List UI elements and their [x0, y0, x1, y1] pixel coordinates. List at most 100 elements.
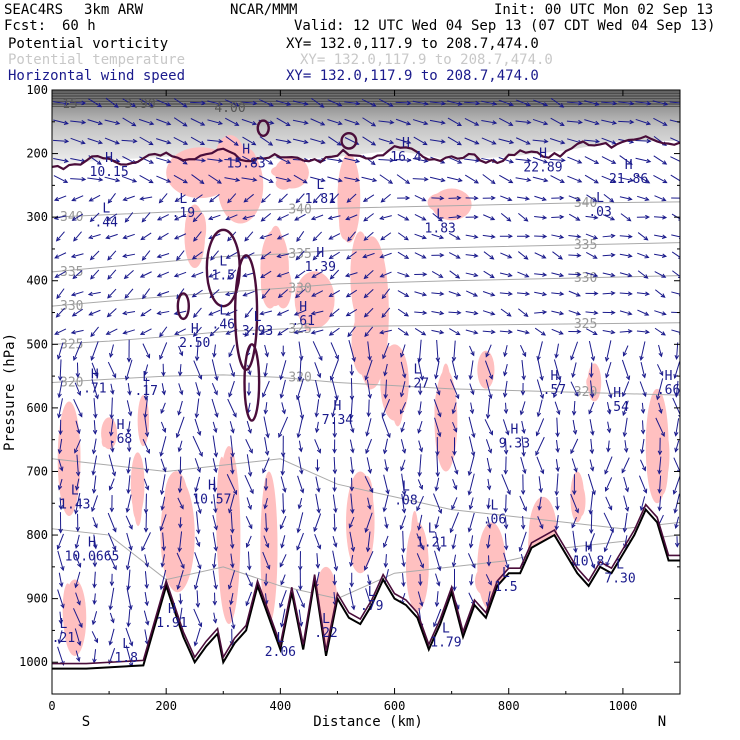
wind-vector [159, 342, 168, 360]
wind-vector [311, 310, 324, 315]
wind-vector [622, 381, 630, 397]
wind-vector [364, 326, 374, 337]
wind-arrowhead [645, 179, 651, 184]
wind-vector [296, 378, 304, 400]
wind-vector [124, 288, 134, 299]
wind-vector [161, 474, 166, 495]
wind-vector [260, 233, 272, 239]
pv-shade-blob [101, 436, 108, 448]
wind-vector [465, 329, 478, 334]
low-marker: L [616, 558, 624, 573]
wind-arrowhead [380, 235, 386, 241]
wind-arrowhead [518, 546, 523, 553]
wind-arrowhead [674, 392, 679, 398]
wind-arrowhead [149, 120, 155, 126]
wind-arrowhead [577, 119, 583, 125]
wind-arrowhead [280, 351, 286, 357]
wind-vector [58, 478, 63, 490]
header-project: SEAC4RS [4, 2, 64, 18]
wind-vector [229, 363, 235, 377]
wind-vector [327, 99, 342, 107]
wind-arrowhead [507, 272, 513, 278]
wind-arrowhead [279, 603, 284, 609]
wind-arrowhead [467, 527, 473, 533]
pv-shade-blob [310, 277, 324, 318]
wind-vector [570, 381, 579, 397]
wind-vector [418, 514, 423, 530]
wind-arrowhead [490, 311, 496, 316]
wind-vector [127, 475, 131, 494]
wind-vector [279, 590, 287, 608]
wind-vector [499, 330, 512, 333]
wind-arrowhead [144, 485, 150, 491]
wind-vector [344, 177, 360, 181]
wind-vector [93, 534, 97, 549]
pv-shade-blob [475, 567, 494, 595]
wind-vector [159, 326, 168, 337]
wind-vector [90, 212, 100, 222]
wind-vector [298, 440, 302, 452]
pv-shade-blob [386, 386, 405, 414]
wind-vector [225, 136, 239, 146]
wind-arrowhead [196, 529, 201, 535]
wind-arrowhead [404, 254, 410, 259]
wind-vector [144, 398, 148, 418]
wind-vector [344, 157, 360, 163]
wind-arrowhead [417, 471, 422, 477]
header-init: Init: 00 UTC Mon 02 Sep 13 [494, 2, 714, 18]
wind-arrowhead [350, 509, 355, 515]
wind-arrowhead [539, 375, 544, 382]
wind-arrowhead [490, 292, 496, 297]
wind-arrowhead [192, 217, 198, 223]
wind-arrowhead [265, 433, 270, 439]
wind-arrowhead [175, 433, 181, 439]
wind-arrowhead [351, 605, 356, 611]
wind-vector [553, 380, 562, 398]
wind-arrowhead [594, 120, 600, 126]
wind-arrowhead [589, 529, 594, 535]
wind-arrowhead [639, 506, 645, 512]
wind-arrowhead [193, 313, 198, 318]
wind-arrowhead [405, 195, 411, 201]
wind-arrowhead [162, 467, 167, 473]
wind-vector [620, 213, 631, 222]
wind-vector [669, 101, 680, 104]
wind-vector [624, 440, 628, 452]
wind-vector [605, 477, 613, 492]
low-value-label: .19 [172, 206, 195, 221]
wind-arrowhead [232, 490, 238, 496]
wind-vector [104, 137, 120, 145]
wind-arrowhead [346, 198, 352, 203]
wind-arrowhead [660, 293, 666, 298]
wind-arrowhead [542, 215, 548, 220]
wind-vector [211, 398, 218, 417]
wind-arrowhead [362, 197, 368, 202]
wind-vector [109, 587, 115, 610]
wind-arrowhead [678, 255, 680, 259]
wind-arrowhead [419, 563, 425, 569]
wind-arrowhead [297, 504, 303, 510]
wind-vector [294, 329, 307, 334]
wind-vector [74, 439, 82, 453]
theta-contour [52, 458, 680, 530]
wind-vector [349, 516, 355, 528]
wind-vector [555, 515, 559, 530]
wind-vector [637, 309, 649, 316]
pv-contour [176, 292, 190, 321]
wind-vector [93, 649, 97, 663]
wind-vector [209, 271, 221, 278]
wind-arrowhead [681, 121, 685, 125]
wind-vector [91, 631, 98, 643]
wind-arrowhead [208, 273, 214, 278]
wind-arrowhead [285, 159, 291, 164]
wind-vector [383, 474, 389, 494]
wind-vector [431, 270, 443, 278]
wind-vector [397, 271, 409, 277]
wind-vector [57, 342, 64, 359]
wind-arrowhead [90, 274, 95, 280]
wind-arrowhead [467, 490, 472, 496]
wind-arrowhead [662, 121, 668, 126]
wind-arrowhead [417, 410, 423, 416]
wind-arrowhead [337, 178, 343, 183]
wind-vector [311, 97, 324, 108]
